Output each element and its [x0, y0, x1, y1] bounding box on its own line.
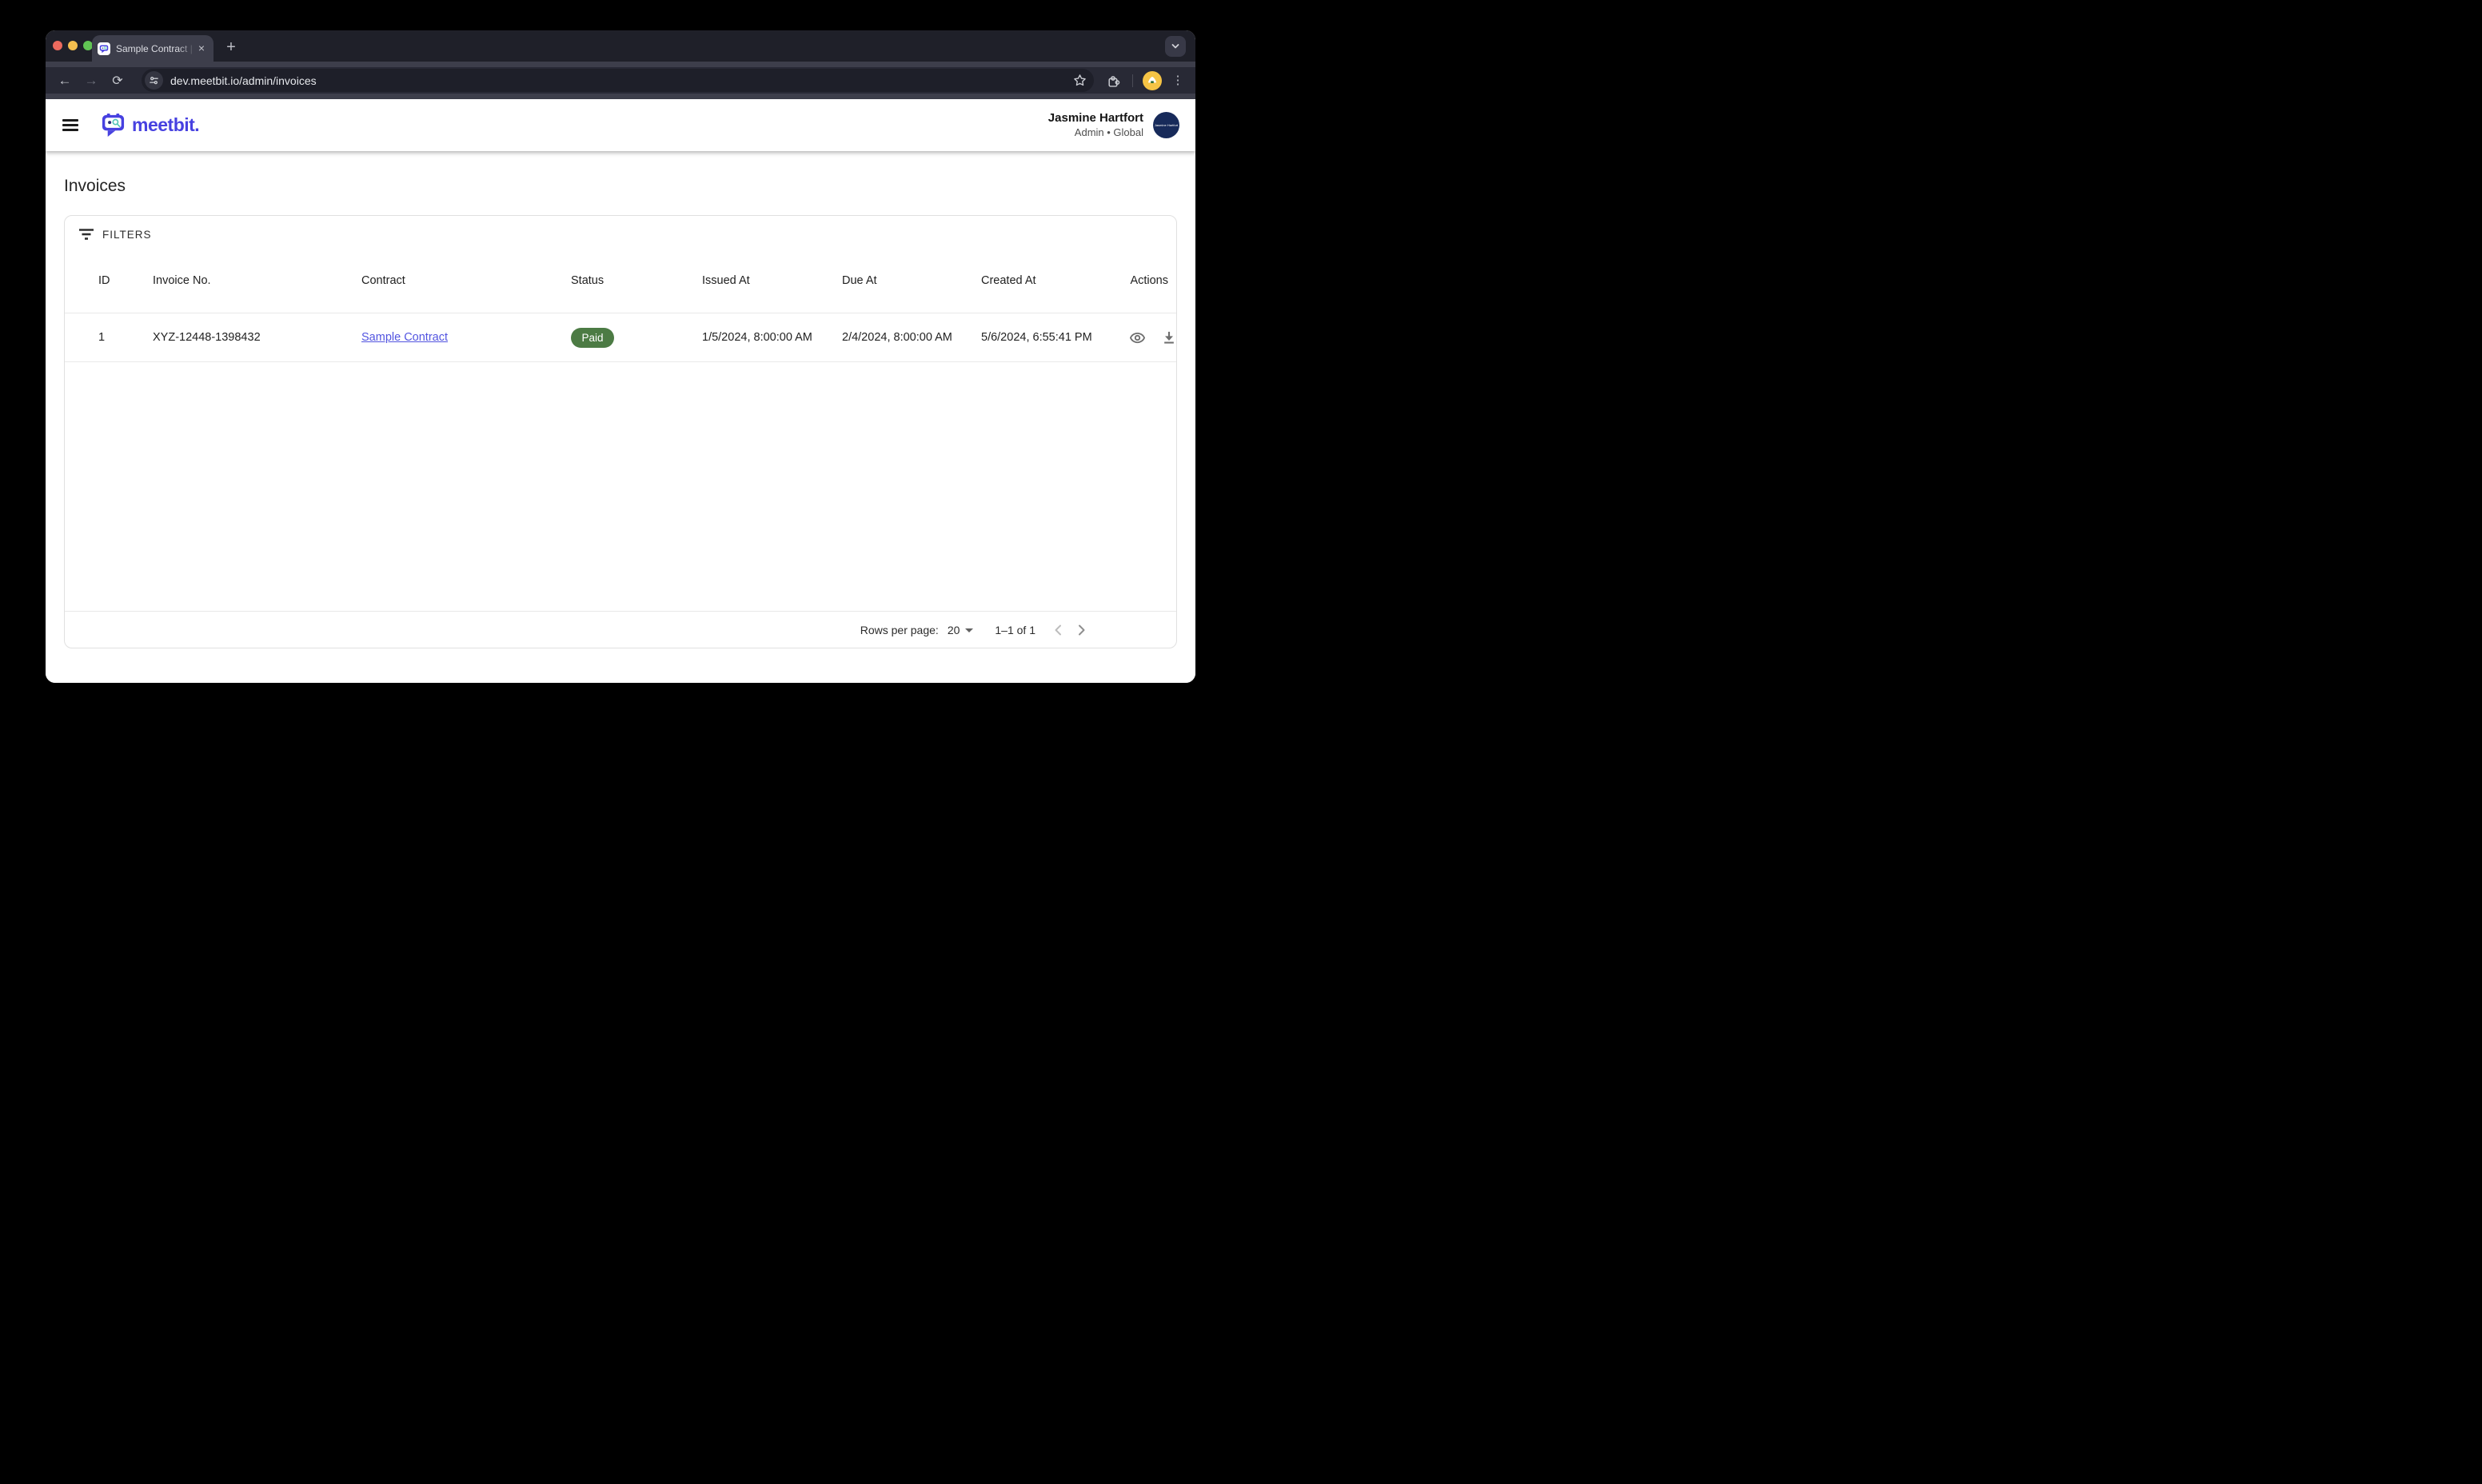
download-icon	[1164, 331, 1174, 344]
col-header-issued-at: Issued At	[702, 273, 750, 287]
contract-link[interactable]: Sample Contract	[361, 331, 448, 344]
browser-tab[interactable]: Sample Contract | MeetBit Ad ×	[92, 35, 213, 62]
cell-id: 1	[98, 331, 106, 344]
onigiri-icon	[1148, 76, 1156, 83]
chevron-down-icon	[1171, 44, 1179, 49]
previous-page-button[interactable]	[1049, 620, 1068, 640]
forward-button[interactable]: →	[84, 72, 98, 88]
rows-per-page-select[interactable]: 20	[948, 624, 974, 636]
invoices-card: FILTERS ID Invoice No. Contract Status I…	[64, 215, 1177, 648]
zoom-window-button[interactable]	[83, 41, 93, 50]
traffic-lights	[53, 41, 93, 50]
tab-search-chevron-button[interactable]	[1165, 36, 1186, 57]
rows-per-page-value: 20	[947, 623, 960, 636]
tab-strip: Sample Contract | MeetBit Ad × +	[46, 30, 1195, 62]
toolbar-bottom-divider	[46, 94, 1195, 99]
page-body: Invoices FILTERS ID Invoice No.	[46, 151, 1195, 683]
address-bar[interactable]: dev.meetbit.io/admin/invoices	[142, 69, 1094, 92]
cell-created-at: 5/6/2024, 6:55:41 PM	[981, 331, 1092, 344]
col-header-due-at: Due At	[842, 273, 877, 287]
browser-menu-icon[interactable]: ⋮	[1171, 73, 1184, 87]
col-header-status: Status	[571, 273, 605, 287]
avatar-text: Jasmine Hartfort	[1154, 123, 1179, 127]
col-header-actions: Actions	[1130, 273, 1168, 287]
user-name: Jasmine Hartfort	[1047, 111, 1143, 126]
close-window-button[interactable]	[53, 41, 62, 50]
col-header-contract: Contract	[361, 273, 405, 287]
toolbar-divider	[1132, 74, 1133, 87]
site-settings-icon[interactable]	[145, 71, 163, 90]
hamburger-menu-icon[interactable]	[62, 116, 82, 135]
tabstrip-divider	[46, 62, 1195, 67]
page-title: Invoices	[64, 177, 126, 195]
bookmark-star-icon[interactable]	[1070, 71, 1089, 90]
reload-button[interactable]: ⟳	[112, 74, 123, 88]
brand-wordmark: meetbit.	[132, 114, 200, 135]
cell-actions	[1127, 328, 1187, 347]
pagination-range: 1–1 of 1	[995, 623, 1035, 636]
download-invoice-button[interactable]	[1159, 328, 1179, 347]
back-button[interactable]: ←	[58, 72, 72, 88]
meetbit-logo[interactable]: meetbit.	[101, 113, 200, 138]
browser-toolbar: ← → ⟳ dev.meetbit.io/admin/invoices	[46, 67, 1195, 94]
col-header-created-at: Created At	[981, 273, 1036, 287]
caret-down-icon	[965, 628, 974, 632]
meetbit-admin-app: meetbit. Jasmine Hartfort Admin • Global…	[46, 99, 1195, 683]
browser-window: Sample Contract | MeetBit Ad × + ← → ⟳	[46, 30, 1195, 683]
table-empty-area	[65, 362, 1176, 611]
meetbit-logo-icon	[102, 113, 125, 138]
cell-due-at: 2/4/2024, 8:00:00 AM	[842, 331, 952, 344]
extensions-puzzle-icon[interactable]	[1103, 71, 1123, 90]
filters-bar: FILTERS	[65, 216, 1176, 253]
table-header-row: ID Invoice No. Contract Status Issued At…	[65, 253, 1176, 313]
filter-icon	[79, 229, 94, 240]
cell-invoice-no: XYZ-12448-1398432	[153, 331, 261, 344]
next-page-button[interactable]	[1071, 620, 1091, 640]
col-header-id: ID	[98, 273, 110, 287]
col-header-invoice-no: Invoice No.	[153, 273, 211, 287]
status-badge: Paid	[571, 327, 614, 348]
user-info: Jasmine Hartfort Admin • Global	[1048, 111, 1143, 138]
tab-title: Sample Contract | MeetBit Ad	[116, 42, 195, 54]
meetbit-favicon-icon	[98, 42, 110, 55]
new-tab-button[interactable]: +	[226, 38, 236, 56]
tab-close-icon[interactable]: ×	[198, 41, 206, 54]
chevron-left-icon	[1055, 624, 1061, 635]
chevron-right-icon	[1079, 624, 1085, 635]
pagination-bar: Rows per page: 20 1–1 of 1	[65, 611, 1176, 648]
app-header: meetbit. Jasmine Hartfort Admin • Global…	[46, 99, 1195, 151]
cell-issued-at: 1/5/2024, 8:00:00 AM	[702, 331, 812, 344]
view-invoice-button[interactable]	[1127, 328, 1147, 347]
rows-per-page-label: Rows per page:	[860, 623, 939, 636]
eye-icon	[1129, 332, 1145, 343]
table-row: 1 XYZ-12448-1398432 Sample Contract Paid…	[65, 313, 1176, 362]
minimize-window-button[interactable]	[68, 41, 78, 50]
user-avatar[interactable]: Jasmine Hartfort	[1153, 112, 1179, 138]
browser-profile-avatar[interactable]	[1143, 70, 1162, 90]
url-text[interactable]: dev.meetbit.io/admin/invoices	[170, 74, 317, 87]
filters-button[interactable]: FILTERS	[72, 223, 158, 245]
filters-label: FILTERS	[102, 228, 152, 241]
user-role: Admin • Global	[1074, 126, 1143, 138]
